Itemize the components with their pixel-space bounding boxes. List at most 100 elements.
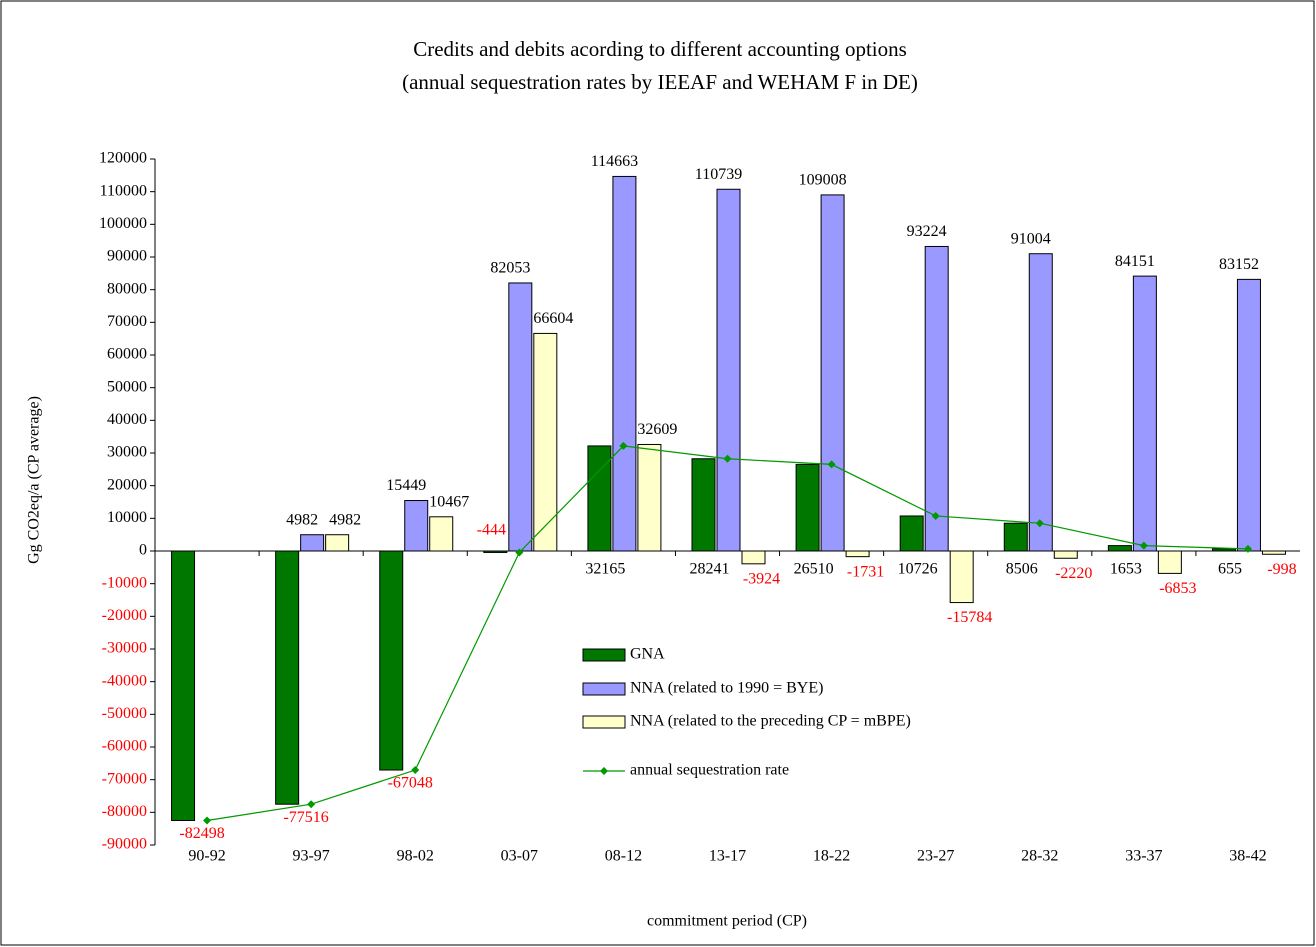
line-marker bbox=[307, 800, 316, 809]
data-label: -15784 bbox=[947, 609, 992, 626]
line-marker bbox=[203, 816, 212, 825]
data-label: -82498 bbox=[179, 825, 224, 842]
data-label: 28241 bbox=[690, 561, 730, 578]
legend-swatch bbox=[582, 648, 626, 662]
bar bbox=[845, 550, 870, 558]
bar bbox=[1261, 550, 1286, 555]
legend-swatch bbox=[600, 767, 608, 775]
x-tick-label: 08-12 bbox=[605, 848, 642, 865]
bar bbox=[899, 515, 924, 552]
bar bbox=[1107, 545, 1132, 552]
data-label: 8506 bbox=[1006, 561, 1038, 578]
data-label: 66604 bbox=[533, 310, 573, 327]
data-label: 32165 bbox=[585, 561, 625, 578]
bar bbox=[587, 445, 612, 552]
data-label: 655 bbox=[1218, 561, 1242, 578]
y-tick-label: -50000 bbox=[102, 705, 147, 722]
data-label: 26510 bbox=[794, 561, 834, 578]
x-tick-label: 03-07 bbox=[501, 848, 538, 865]
y-tick-label: 70000 bbox=[107, 313, 147, 330]
data-label: -67048 bbox=[388, 775, 433, 792]
y-tick-label: 50000 bbox=[107, 378, 147, 395]
line-marker bbox=[723, 454, 732, 463]
data-label: 82053 bbox=[490, 260, 530, 277]
bar bbox=[949, 550, 974, 604]
y-tick-label: 40000 bbox=[107, 411, 147, 428]
legend-label: annual sequestration rate bbox=[630, 762, 789, 779]
legend-swatch bbox=[582, 682, 626, 696]
bar bbox=[429, 516, 454, 552]
line-marker bbox=[1243, 544, 1252, 553]
data-label: 32609 bbox=[637, 421, 677, 438]
y-tick-label: 0 bbox=[139, 542, 147, 559]
bar bbox=[1028, 253, 1053, 552]
y-axis-title: Gg CO2eq/a (CP average) bbox=[26, 396, 43, 564]
data-label: 4982 bbox=[329, 511, 361, 528]
line-marker bbox=[827, 460, 836, 469]
bar bbox=[612, 175, 637, 552]
data-label: -444 bbox=[477, 522, 506, 539]
y-tick-label: 10000 bbox=[107, 509, 147, 526]
bar bbox=[171, 550, 196, 821]
data-label: 15449 bbox=[386, 477, 426, 494]
y-tick-label: -90000 bbox=[102, 836, 147, 853]
bar bbox=[1236, 278, 1261, 552]
data-label: -77516 bbox=[283, 809, 328, 826]
x-tick-label: 33-37 bbox=[1125, 848, 1162, 865]
y-tick-label: -10000 bbox=[102, 574, 147, 591]
x-axis-title: commitment period (CP) bbox=[647, 913, 807, 930]
y-tick-label: 100000 bbox=[99, 215, 147, 232]
chart-subtitle: (annual sequestration rates by IEEAF and… bbox=[402, 70, 918, 94]
bar bbox=[508, 282, 533, 552]
bar bbox=[404, 500, 429, 552]
y-tick-label: -20000 bbox=[102, 607, 147, 624]
data-label: -3924 bbox=[743, 570, 780, 587]
line-marker bbox=[619, 441, 628, 450]
bar bbox=[691, 458, 716, 552]
bar bbox=[533, 332, 558, 552]
data-label: 1653 bbox=[1110, 561, 1142, 578]
data-label: 91004 bbox=[1011, 230, 1051, 247]
y-tick-label: 20000 bbox=[107, 476, 147, 493]
bar bbox=[1132, 275, 1157, 552]
y-tick-label: -70000 bbox=[102, 770, 147, 787]
y-tick-label: 80000 bbox=[107, 280, 147, 297]
bar bbox=[379, 550, 404, 771]
bar bbox=[795, 463, 820, 552]
line-marker bbox=[411, 766, 420, 775]
data-label: 10726 bbox=[898, 561, 938, 578]
line-marker bbox=[1035, 519, 1044, 528]
x-tick-label: 13-17 bbox=[709, 848, 746, 865]
data-label: 4982 bbox=[286, 511, 318, 528]
legend-label: NNA (related to 1990 = BYE) bbox=[630, 680, 823, 697]
bar bbox=[924, 245, 949, 552]
y-tick-label: -60000 bbox=[102, 738, 147, 755]
bar bbox=[820, 194, 845, 552]
line-marker bbox=[931, 511, 940, 520]
bar bbox=[1053, 550, 1078, 559]
data-label: -998 bbox=[1267, 561, 1296, 578]
bar bbox=[1211, 548, 1236, 552]
x-tick-label: 23-27 bbox=[917, 848, 954, 865]
bar bbox=[1003, 522, 1028, 552]
data-label: 110739 bbox=[695, 166, 742, 183]
y-tick-label: -30000 bbox=[102, 640, 147, 657]
data-label: 109008 bbox=[799, 172, 847, 189]
line-marker bbox=[515, 548, 524, 557]
y-tick-label: -80000 bbox=[102, 803, 147, 820]
data-label: 114663 bbox=[591, 153, 638, 170]
y-tick-label: 90000 bbox=[107, 248, 147, 265]
data-label: 93224 bbox=[907, 223, 947, 240]
y-tick-label: 120000 bbox=[99, 150, 147, 167]
data-label: 84151 bbox=[1115, 253, 1155, 270]
x-tick-label: 18-22 bbox=[813, 848, 850, 865]
legend-label: NNA (related to the preceding CP = mBPE) bbox=[630, 713, 911, 730]
x-tick-label: 98-02 bbox=[397, 848, 434, 865]
y-tick-label: 30000 bbox=[107, 444, 147, 461]
chart-title: Credits and debits acording to different… bbox=[413, 37, 907, 61]
data-label: -1731 bbox=[847, 563, 884, 580]
x-tick-label: 28-32 bbox=[1021, 848, 1058, 865]
legend-label: GNA bbox=[630, 646, 665, 663]
data-label: -6853 bbox=[1159, 580, 1196, 597]
